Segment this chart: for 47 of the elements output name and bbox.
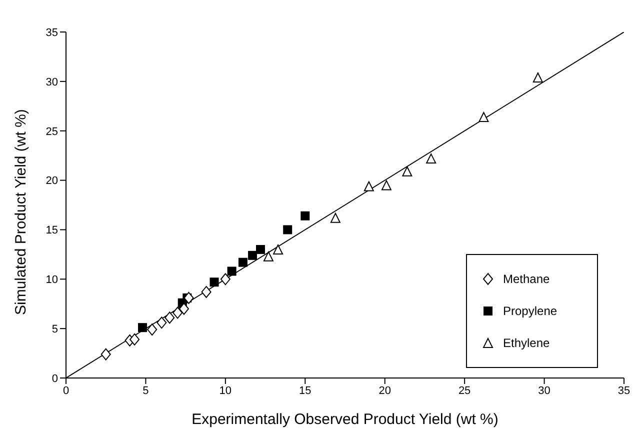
point bbox=[300, 211, 310, 220]
point bbox=[248, 250, 258, 260]
point bbox=[156, 316, 167, 329]
point bbox=[330, 212, 340, 223]
point bbox=[364, 181, 374, 192]
point bbox=[130, 333, 140, 346]
y-tick-label: 15 bbox=[46, 224, 58, 237]
legend-label: Ethylene bbox=[503, 336, 550, 350]
y-tick-label: 35 bbox=[46, 26, 58, 39]
point bbox=[256, 244, 266, 254]
point bbox=[532, 72, 543, 82]
y-tick-label: 20 bbox=[46, 175, 58, 188]
point bbox=[210, 278, 219, 287]
y-tick-label: 0 bbox=[52, 372, 58, 385]
point bbox=[283, 225, 292, 234]
point bbox=[426, 154, 436, 164]
point bbox=[147, 324, 158, 336]
point bbox=[227, 266, 236, 276]
y-tick-label: 25 bbox=[46, 126, 58, 138]
point bbox=[238, 258, 248, 267]
legend-label: Propylene bbox=[503, 304, 558, 318]
point bbox=[138, 323, 148, 332]
point bbox=[201, 286, 212, 298]
point bbox=[381, 180, 392, 190]
y-tick-label: 10 bbox=[46, 274, 58, 286]
point bbox=[273, 244, 284, 254]
x-tick-label: 10 bbox=[219, 384, 232, 397]
x-tick-label: 25 bbox=[458, 384, 471, 397]
x-tick-label: 15 bbox=[299, 384, 312, 397]
x-tick-label: 30 bbox=[538, 384, 550, 397]
point bbox=[178, 302, 189, 315]
x-tick-label: 5 bbox=[142, 384, 149, 397]
y-tick-label: 30 bbox=[46, 76, 58, 88]
point bbox=[100, 348, 111, 360]
point bbox=[172, 306, 183, 319]
point bbox=[220, 273, 230, 286]
x-axis-title: Experimentally Observed Product Yield (wt %) bbox=[192, 411, 498, 428]
point bbox=[478, 112, 489, 122]
y-tick-label: 5 bbox=[52, 323, 58, 336]
point bbox=[164, 312, 175, 324]
point bbox=[263, 251, 274, 262]
x-tick-label: 20 bbox=[378, 384, 391, 397]
x-tick-label: 35 bbox=[618, 384, 630, 397]
x-tick-label: 0 bbox=[62, 384, 70, 397]
point bbox=[402, 166, 412, 176]
legend-label: Methane bbox=[503, 272, 550, 286]
y-axis-title: Simulated Product Yield (wt %) bbox=[12, 109, 30, 315]
